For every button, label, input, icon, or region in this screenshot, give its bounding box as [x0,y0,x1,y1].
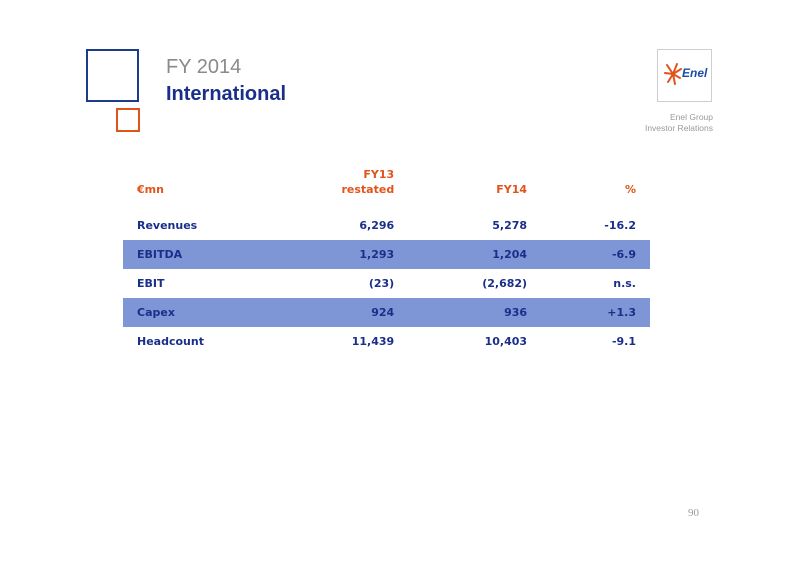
fy14-value: 936 [408,298,542,327]
decorative-orange-square [116,108,140,132]
header-pct: % [624,183,636,196]
row-label: Headcount [137,335,204,348]
table-spacer [123,201,650,211]
fy13-value: 924 [261,298,409,327]
fy13-value: 1,293 [261,240,409,269]
table-row: Capex 924 936 +1.3 [123,298,650,327]
fy13-value: (23) [368,277,395,290]
department-name: Investor Relations [644,123,713,133]
slide-title: International [166,83,287,105]
company-name: Enel Group [670,112,713,122]
header-fy14: FY14 [496,183,528,196]
pct-change: -9.1 [611,335,636,348]
enel-logo-icon [664,63,682,85]
pct-change: +1.3 [541,298,650,327]
fy13-value: 6,296 [359,219,395,232]
fy14-value: 1,204 [408,240,542,269]
row-label: Revenues [137,219,198,232]
table-header-row: €mn FY13 restated FY14 % [123,163,650,201]
company-info: Enel Group Investor Relations [645,112,713,134]
page-number: 90 [688,507,699,519]
row-label: EBITDA [123,240,261,269]
header-fy13: FY13 restated [341,168,395,196]
pct-change: -6.9 [541,240,650,269]
table-row: EBIT (23) (2,682) n.s. [123,269,650,298]
fy14-value: 10,403 [484,335,528,348]
fy13-value: 11,439 [351,335,395,348]
enel-logo: Enel [657,49,712,102]
table-row: Revenues 6,296 5,278 -16.2 [123,211,650,240]
row-label: EBIT [137,277,165,290]
table-row: Headcount 11,439 10,403 -9.1 [123,327,650,356]
row-label: Capex [123,298,261,327]
pct-change: n.s. [613,277,636,290]
table-row: EBITDA 1,293 1,204 -6.9 [123,240,650,269]
slide-kicker: FY 2014 [166,56,242,78]
table-body: Revenues 6,296 5,278 -16.2 EBITDA 1,293 1,204-… [123,201,650,356]
financial-table: €mn FY13 restated FY14 % Revenues 6,296 5,2… [123,163,650,356]
fy14-value: 5,278 [492,219,528,232]
header-unit: €mn [137,183,164,196]
fy14-value: (2,682) [482,277,528,290]
decorative-blue-square [86,49,139,102]
pct-change: -16.2 [604,219,636,232]
logo-wordmark: Enel [682,66,708,80]
